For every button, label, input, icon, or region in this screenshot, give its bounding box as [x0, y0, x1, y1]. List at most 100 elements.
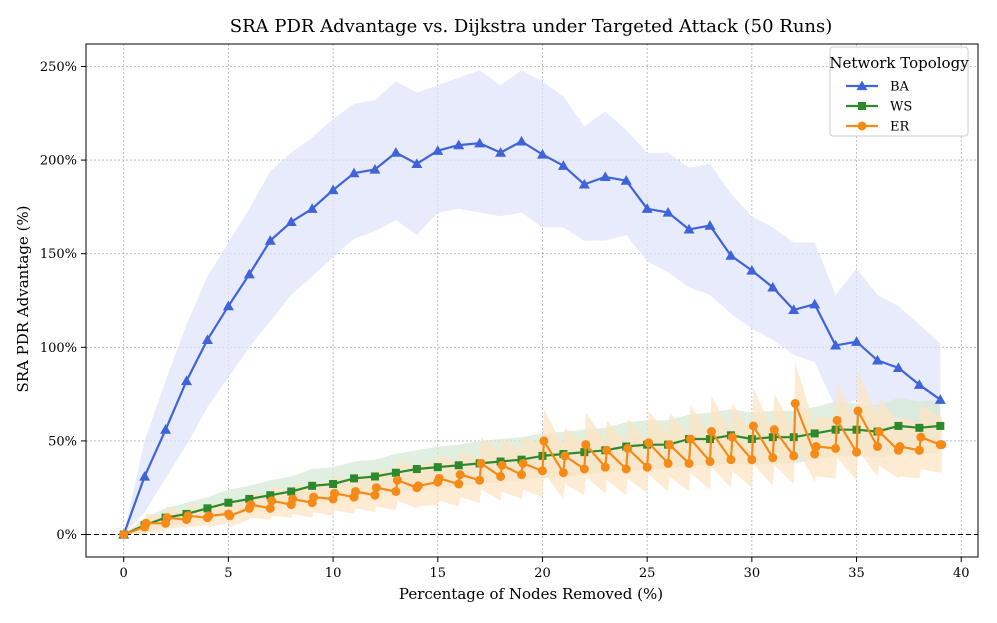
y-tick-label: 200% — [40, 154, 77, 169]
x-tick-label: 25 — [639, 566, 656, 581]
ba-point — [390, 147, 402, 157]
ba-point — [369, 163, 381, 174]
ba-point — [809, 298, 821, 309]
er-point — [309, 492, 319, 502]
er-point — [413, 481, 423, 491]
ws-point — [391, 468, 400, 477]
er-point — [686, 434, 696, 444]
er-point — [810, 449, 820, 459]
er-point — [475, 475, 485, 485]
er-point — [895, 442, 905, 452]
ws-point — [894, 421, 903, 430]
ba-point — [704, 220, 716, 230]
ws-point — [412, 465, 421, 474]
ws-point — [915, 423, 924, 432]
ba-point — [474, 137, 486, 148]
ba-point — [683, 223, 695, 234]
x-tick-label: 5 — [224, 566, 232, 581]
er-point — [811, 442, 821, 452]
ws-point — [370, 472, 379, 481]
legend-marker-er — [857, 121, 867, 131]
ws-point — [936, 421, 945, 430]
ws-point — [350, 474, 359, 483]
er-point — [560, 451, 570, 461]
ba-point — [788, 304, 800, 314]
er-point — [119, 530, 129, 540]
er-point — [769, 425, 779, 435]
legend: Network Topology BA WS ER — [829, 46, 969, 137]
ba-point — [285, 216, 297, 226]
ba-point — [599, 171, 611, 182]
ba-point — [181, 375, 193, 386]
er-point — [141, 518, 151, 528]
ws-point — [287, 487, 296, 496]
ba-point — [746, 265, 758, 275]
er-point — [455, 470, 465, 480]
ba-point — [453, 139, 465, 150]
y-tick-label: 150% — [40, 247, 77, 262]
ba-point — [851, 336, 863, 346]
er-point — [162, 513, 172, 523]
er-point — [476, 458, 486, 468]
er-point — [434, 473, 444, 483]
er-point — [183, 511, 193, 521]
er-point — [706, 427, 716, 437]
ba-point — [411, 158, 423, 168]
legend-label-er: ER — [890, 120, 910, 135]
er-point — [874, 427, 884, 437]
y-tick-label: 100% — [40, 341, 77, 356]
er-point — [916, 432, 926, 442]
ba-point — [892, 362, 904, 373]
er-point — [832, 415, 842, 425]
er-point — [684, 458, 694, 468]
ba-point — [830, 339, 842, 350]
er-point — [558, 468, 568, 478]
ba-point — [578, 178, 590, 189]
x-tick-label: 10 — [325, 566, 342, 581]
er-point — [497, 460, 507, 470]
er-point — [496, 471, 506, 481]
er-point — [518, 458, 528, 468]
er-point — [267, 496, 277, 506]
legend-entries: BA WS ER — [846, 80, 912, 135]
er-point — [831, 443, 841, 453]
er-point — [790, 398, 800, 408]
ws-point — [810, 429, 819, 438]
er-point — [853, 406, 863, 416]
ba-point — [536, 148, 548, 159]
ba-point — [327, 184, 339, 195]
ba-point — [516, 135, 528, 146]
er-point — [621, 464, 631, 474]
er-point — [454, 479, 464, 489]
ws-line — [123, 424, 941, 536]
er-point — [852, 447, 862, 457]
ba-point — [767, 281, 779, 292]
ba-point — [913, 379, 925, 389]
er-point — [768, 453, 778, 463]
ws-point — [203, 504, 212, 513]
legend-title: Network Topology — [829, 54, 969, 72]
er-point — [330, 488, 340, 498]
ba-point — [495, 147, 507, 157]
ba-point — [243, 268, 255, 279]
er-point — [391, 486, 401, 496]
er-point — [370, 490, 380, 500]
y-tick-label: 50% — [48, 434, 77, 449]
y-tick-label: 0% — [56, 528, 77, 543]
er-point — [350, 486, 360, 496]
er-point — [602, 445, 612, 455]
er-point — [663, 458, 673, 468]
x-tick-label: 20 — [534, 566, 551, 581]
series-lines — [118, 135, 947, 540]
er-point — [204, 511, 214, 521]
ba-point — [306, 203, 318, 213]
er-point — [517, 470, 527, 480]
er-point — [579, 464, 589, 474]
ba-point — [139, 470, 151, 481]
er-point — [623, 443, 633, 453]
er-point — [705, 457, 715, 467]
legend-marker-ws — [858, 102, 866, 110]
ba-point — [620, 175, 632, 185]
er-point — [225, 511, 235, 521]
